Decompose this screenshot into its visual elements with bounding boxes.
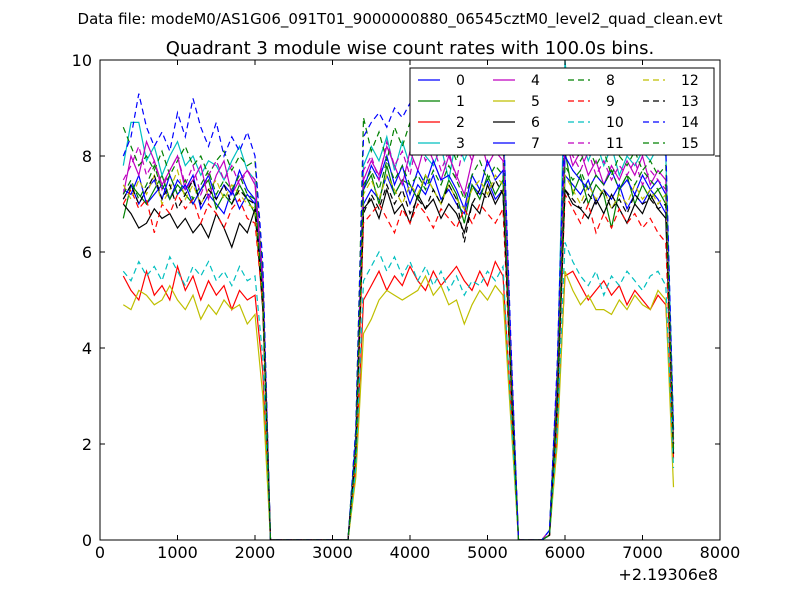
x-offset-label: +2.19306e8: [618, 565, 718, 584]
legend-label-9: 9: [606, 94, 615, 110]
legend-label-5: 5: [531, 94, 540, 110]
legend-label-10: 10: [606, 115, 624, 131]
x-tick-label: 8000: [700, 543, 741, 562]
y-tick-label: 10: [72, 51, 92, 70]
legend-box: [409, 67, 715, 156]
legend-label-11: 11: [606, 136, 624, 152]
series-line-8: [122, 107, 675, 540]
x-tick-label: 7000: [622, 543, 663, 562]
series-line-2: [122, 260, 675, 540]
series-line-12: [122, 168, 675, 540]
legend-label-3: 3: [456, 136, 465, 152]
legend-label-12: 12: [681, 73, 699, 89]
series-line-5: [122, 270, 675, 540]
series-line-1: [122, 151, 675, 540]
chart-title: Quadrant 3 module wise count rates with …: [166, 38, 655, 59]
x-tick-label: 4000: [390, 543, 431, 562]
x-tick-label: 6000: [545, 543, 586, 562]
legend-label-4: 4: [531, 73, 540, 89]
legend-label-0: 0: [456, 73, 465, 89]
series-line-10: [122, 242, 675, 540]
legend-label-7: 7: [531, 136, 540, 152]
legend-label-1: 1: [456, 94, 465, 110]
legend-label-2: 2: [456, 115, 465, 131]
legend-label-13: 13: [681, 94, 699, 110]
x-tick-label: 1000: [157, 543, 198, 562]
y-tick-label: 4: [82, 339, 92, 358]
series-line-7: [122, 153, 675, 540]
legend-label-8: 8: [606, 73, 615, 89]
series-line-9: [122, 188, 675, 540]
y-tick-label: 6: [82, 243, 92, 262]
series-line-6: [122, 182, 675, 540]
series-line-15: [122, 158, 675, 540]
x-tick-label: 2000: [235, 543, 276, 562]
legend-label-15: 15: [681, 136, 699, 152]
legend-label-14: 14: [681, 115, 699, 131]
series-line-13: [122, 173, 675, 540]
legend-label-6: 6: [531, 115, 540, 131]
series-line-0: [122, 173, 675, 540]
y-tick-label: 8: [82, 147, 92, 166]
y-tick-label: 0: [82, 531, 92, 550]
x-tick-label: 5000: [467, 543, 508, 562]
figure-suptitle: Data file: modeM0/AS1G06_091T01_90000008…: [78, 10, 723, 29]
series-line-11: [122, 110, 675, 540]
x-tick-label: 0: [95, 543, 105, 562]
y-tick-label: 2: [82, 435, 92, 454]
x-tick-label: 3000: [312, 543, 353, 562]
